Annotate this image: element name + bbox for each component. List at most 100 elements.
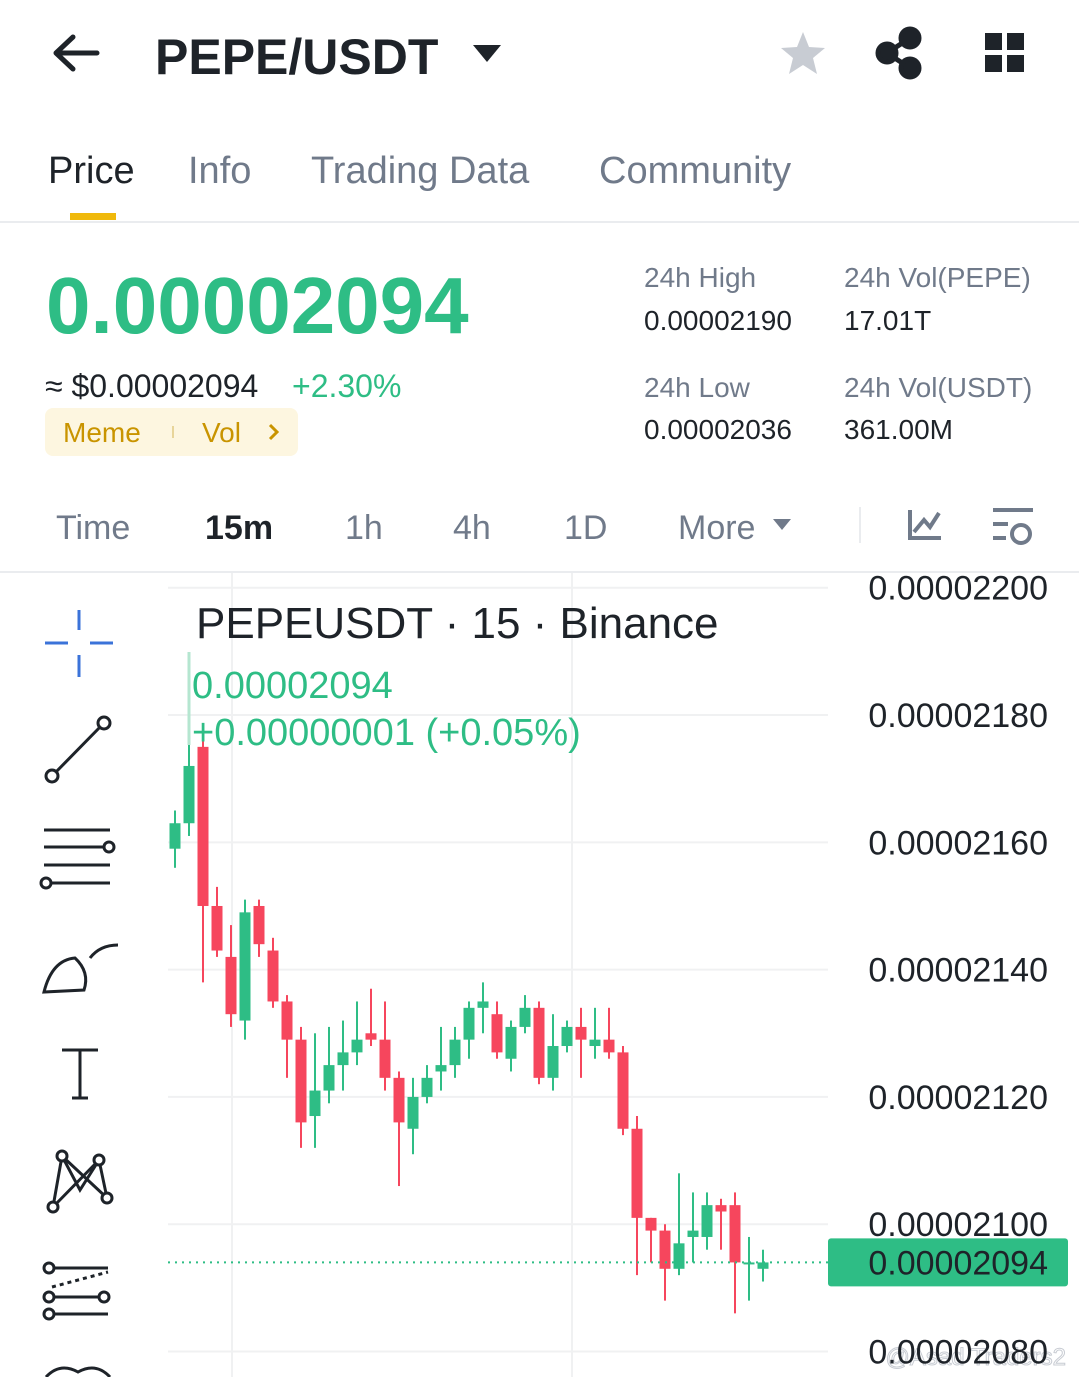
line-tool[interactable] <box>44 715 112 784</box>
channel-tool[interactable] <box>42 1261 111 1321</box>
y-tick-label: 0.00002180 <box>868 697 1048 735</box>
pair-title[interactable]: PEPE/USDT <box>155 29 438 85</box>
candle-body <box>407 1096 419 1129</box>
candle-body <box>673 1243 685 1269</box>
candle-body <box>379 1039 391 1078</box>
candle-body <box>631 1128 643 1218</box>
candle-body <box>337 1052 349 1066</box>
tag[interactable]: Vol <box>202 417 241 448</box>
indicator-button[interactable] <box>908 510 941 540</box>
tag-box[interactable] <box>45 408 298 456</box>
last-price-tag <box>828 1238 1068 1287</box>
candle-body <box>757 1262 769 1269</box>
y-tick-label: 0.00002120 <box>868 1079 1048 1117</box>
candle-body <box>659 1230 671 1269</box>
usd-price: ≈ $0.00002094 <box>45 368 258 404</box>
stat-label: 24h Vol(USDT) <box>844 372 1032 403</box>
stat-value: 17.01T <box>844 305 931 336</box>
more-dropdown[interactable] <box>773 519 791 530</box>
tag-chevron <box>268 423 280 441</box>
candle-body <box>211 905 223 951</box>
candle-body <box>603 1039 615 1053</box>
candle-body <box>435 1065 447 1072</box>
text-tool[interactable] <box>62 1048 98 1100</box>
candle-body <box>323 1065 335 1091</box>
candle-body <box>519 1007 531 1027</box>
candle-body <box>365 1033 377 1040</box>
tab-indicator <box>70 213 116 220</box>
candle-body <box>309 1090 321 1117</box>
candle-body <box>393 1077 405 1123</box>
candle-body <box>589 1039 601 1047</box>
interval[interactable]: 1D <box>564 509 607 547</box>
candle-body <box>561 1026 573 1047</box>
chart-title: PEPEUSDT · 15 · Binance <box>196 599 719 648</box>
menu-grid[interactable] <box>985 33 1024 72</box>
candle-body <box>491 1014 503 1053</box>
settings-button[interactable] <box>993 508 1033 545</box>
stat-label: 24h Low <box>644 372 751 403</box>
candle-body <box>575 1026 587 1040</box>
interval[interactable]: 15m <box>205 509 273 547</box>
candle-body <box>421 1077 433 1097</box>
candle-body <box>295 1039 307 1123</box>
legend-price: 0.00002094 <box>192 665 393 707</box>
fib-tool[interactable] <box>39 828 116 890</box>
share-button[interactable] <box>875 26 922 80</box>
candle-body <box>267 950 279 1002</box>
candle-body <box>463 1007 475 1040</box>
candle-body <box>547 1046 559 1078</box>
stat-value: 0.00002190 <box>644 305 792 336</box>
stat-label: 24h Vol(PEPE) <box>844 262 1031 293</box>
stat-value: 361.00M <box>844 414 953 445</box>
candle-body <box>715 1205 727 1212</box>
favorite-star[interactable] <box>781 32 825 74</box>
pattern-tool[interactable] <box>46 1149 114 1214</box>
interval[interactable]: 1h <box>345 509 383 547</box>
pair-dropdown[interactable] <box>473 45 501 62</box>
legend-change: +0.00000001 (+0.05%) <box>192 712 581 754</box>
candle-body <box>281 1001 293 1040</box>
candle-body <box>449 1039 461 1066</box>
crosshair-tool[interactable] <box>45 610 113 677</box>
last-price: 0.00002094 <box>46 261 469 350</box>
last-price-label: 0.00002094 <box>868 1244 1048 1282</box>
candle-body <box>729 1205 741 1263</box>
candle-body <box>533 1007 545 1078</box>
divider <box>859 507 861 543</box>
interval[interactable]: More <box>678 509 755 547</box>
interval[interactable]: Time <box>56 509 130 547</box>
y-tick-label: 0.00002200 <box>868 570 1048 608</box>
candle-body <box>701 1205 713 1237</box>
tab[interactable]: Community <box>599 150 791 192</box>
interval[interactable]: 4h <box>453 509 491 547</box>
candle-body <box>169 823 181 849</box>
y-tick-label: 0.00002080 <box>868 1334 1048 1372</box>
candle-body <box>351 1039 363 1053</box>
y-tick-label: 0.00002100 <box>868 1206 1048 1244</box>
chart <box>168 573 828 1377</box>
stat-value: 0.00002036 <box>644 414 792 445</box>
tab[interactable]: Info <box>188 150 251 192</box>
candle-body <box>687 1230 699 1237</box>
brush-tool[interactable] <box>42 943 119 994</box>
tab[interactable]: Price <box>48 150 135 192</box>
candle-body <box>477 1001 489 1008</box>
y-tick-label: 0.00002140 <box>868 952 1048 990</box>
price-change: +2.30% <box>292 368 401 404</box>
divider <box>0 221 1079 223</box>
candle-body <box>617 1052 629 1129</box>
tab[interactable]: Trading Data <box>311 150 530 192</box>
candle-body <box>183 765 195 824</box>
candle-body <box>225 956 237 1015</box>
watermark: @Asad Traders2 <box>886 1344 1066 1371</box>
back-button[interactable] <box>53 34 100 72</box>
more-tools[interactable] <box>44 1366 112 1377</box>
stat-label: 24h High <box>644 262 756 293</box>
candle-body <box>197 746 209 906</box>
candle-body <box>505 1026 517 1059</box>
tag[interactable]: Meme <box>63 417 141 448</box>
divider <box>0 571 1079 573</box>
candle-body <box>253 905 265 945</box>
